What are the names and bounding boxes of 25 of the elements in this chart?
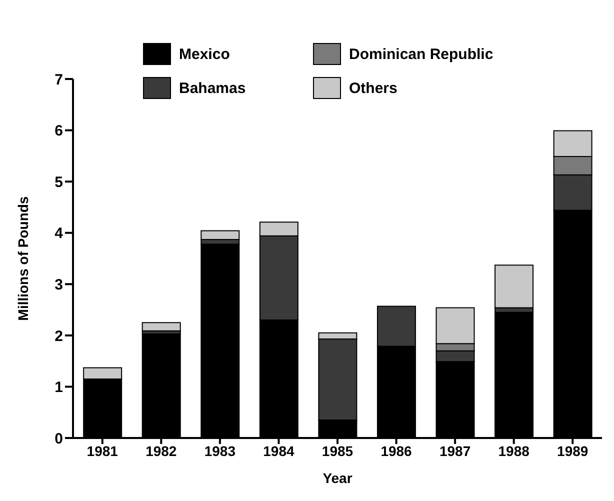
x-tick-label: 1985	[322, 442, 354, 459]
x-tick-label: 1984	[263, 442, 295, 459]
y-tick-label: 1	[54, 379, 63, 396]
y-tick-label: 7	[54, 71, 63, 88]
x-tick-label: 1983	[204, 442, 236, 459]
y-tick-label: 6	[54, 122, 63, 140]
legend-label: Bahamas	[178, 78, 247, 98]
y-tick-label: 3	[54, 276, 63, 294]
bar	[200, 230, 240, 240]
x-tick-label: 1981	[86, 442, 118, 459]
x-tick-label: 1982	[146, 442, 177, 459]
x-tick-label: 1987	[439, 442, 471, 459]
y-tick-label: 5	[54, 174, 63, 191]
y-tick-label: 2	[54, 328, 63, 345]
legend-label: Others	[348, 78, 398, 98]
legend-label: Mexico	[178, 44, 231, 64]
y-tick-label: 4	[54, 225, 64, 242]
x-tick-label: 1986	[380, 442, 412, 459]
x-tick-label: 1989	[557, 442, 588, 459]
y-tick-label: 0	[54, 430, 63, 448]
x-axis-title: Year	[322, 470, 353, 486]
y-axis-title: Millions of Pounds	[14, 196, 31, 321]
bar	[142, 322, 181, 332]
legend-label: Dominican Republic	[348, 44, 494, 64]
x-tick-label: 1988	[498, 442, 530, 459]
